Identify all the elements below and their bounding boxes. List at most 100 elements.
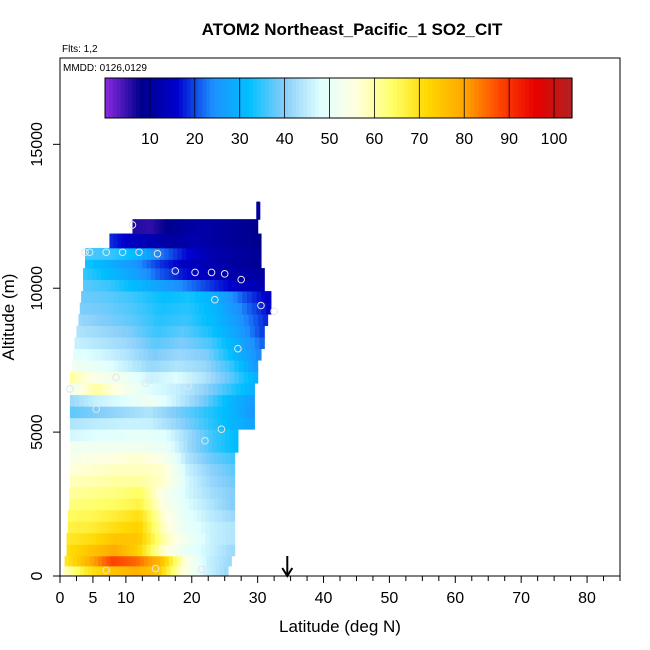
heatmap-cell [131,337,137,350]
heatmap-cell [92,521,98,534]
colorbar-swatch [392,78,398,118]
heatmap-cell [201,486,207,499]
heatmap-cell [222,509,227,522]
heatmap-cell [193,475,199,488]
heatmap-cell [235,394,242,407]
heatmap-cell [206,360,212,373]
heatmap-cell [140,371,146,384]
heatmap-cell [158,532,164,545]
heatmap-cell [226,406,232,419]
heatmap-cell [146,302,153,315]
heatmap-cell [149,429,155,442]
heatmap-cell [205,498,211,511]
heatmap-cell [184,486,190,499]
heatmap-cell [179,544,185,557]
colorbar-swatch [256,78,262,118]
heatmap-cell [76,509,82,522]
heatmap-cell [204,440,210,453]
heatmap-cell [160,475,166,488]
colorbar-swatch [264,78,270,118]
heatmap-cell [144,463,149,476]
heatmap-cell [208,406,214,419]
heatmap-cell [141,429,147,442]
heatmap-cell [197,486,203,499]
heatmap-cell [116,233,122,249]
heatmap-cell [168,475,174,488]
heatmap-cell [132,325,139,338]
heatmap-cell [240,406,246,419]
heatmap-cell [164,452,170,465]
heatmap-cell [253,314,259,327]
heatmap-cell [155,337,161,350]
heatmap-cell [76,325,82,338]
heatmap-cell [74,371,80,384]
heatmap-cell [107,371,113,384]
heatmap-cell [100,544,105,557]
heatmap-cell [209,498,215,511]
heatmap-cell [99,429,105,442]
heatmap-cell [135,498,141,511]
heatmap-cell [154,233,160,249]
heatmap-cell [105,268,111,280]
colorbar-swatch [412,78,417,118]
colorbar-swatch [221,78,227,118]
heatmap-cell [88,394,94,407]
heatmap-cell [229,429,235,442]
heatmap-cell [177,555,182,567]
heatmap-cell [143,406,149,419]
heatmap-cell [142,247,148,260]
colorbar-swatch [182,78,188,118]
heatmap-cell [102,463,108,476]
heatmap-cell [256,247,262,260]
heatmap-cell [157,406,163,419]
altitude-band [69,452,236,465]
heatmap-cell [145,565,151,577]
heatmap-cell [76,521,82,534]
heatmap-cell [155,259,161,269]
heatmap-cell [171,406,177,419]
heatmap-cell [228,268,234,280]
heatmap-cell [132,302,138,315]
sample-point [220,270,229,278]
heatmap-cell [228,279,234,292]
heatmap-cell [69,440,75,453]
heatmap-cell [119,291,125,304]
x-axis-label: Latitude (deg N) [279,617,401,636]
heatmap-cell [252,247,258,260]
heatmap-cell [129,348,135,361]
heatmap-cell [102,383,108,396]
heatmap-cell [98,259,104,269]
heatmap-cell [200,233,205,249]
colorbar-swatch [155,78,161,118]
heatmap-cell [232,302,238,315]
heatmap-cell [95,291,101,304]
heatmap-cell [90,463,96,476]
heatmap-cell [172,463,178,476]
heatmap-cell [113,233,118,249]
heatmap-cell [185,475,190,488]
colorbar-swatch [478,78,484,118]
heatmap-cell [177,314,184,327]
heatmap-cell [203,417,209,430]
heatmap-cell [164,475,170,488]
heatmap-cell [213,302,219,315]
latitude-marker-arrow [281,556,294,578]
heatmap-cell [92,509,98,522]
heatmap-cell [66,544,72,557]
heatmap-cell [203,325,209,338]
heatmap-cell [111,383,117,396]
heatmap-cell [138,521,144,534]
heatmap-cell [213,521,219,534]
x-tick-label: 70 [512,590,530,607]
heatmap-cell [193,498,198,511]
heatmap-cell [114,279,120,292]
heatmap-cell [128,279,134,292]
heatmap-cell [114,486,120,499]
heatmap-cell [181,555,187,567]
heatmap-cell [115,259,121,269]
heatmap-cell [169,360,175,373]
heatmap-cell [171,417,177,430]
heatmap-cell [83,544,89,557]
heatmap-cell [172,509,177,522]
heatmap-cell [162,406,168,419]
